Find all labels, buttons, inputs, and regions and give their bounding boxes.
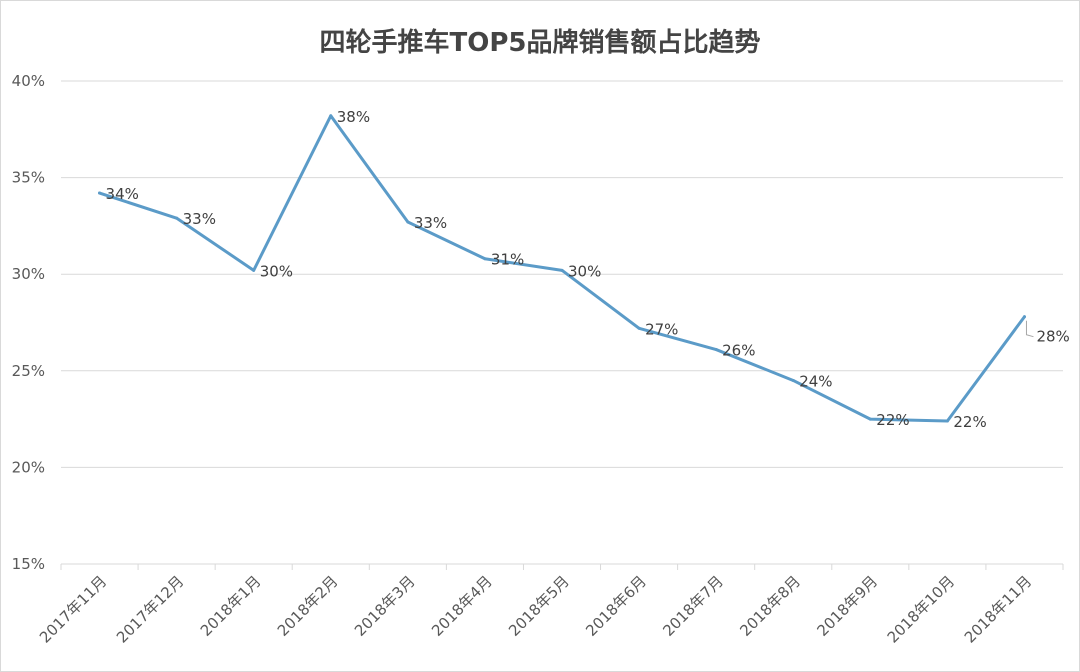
x-tick-label: 2018年8月: [736, 572, 804, 640]
data-label: 30%: [568, 262, 601, 280]
y-tick-label: 25%: [12, 362, 45, 380]
data-point: [1022, 315, 1026, 319]
label-leader-line: [1025, 320, 1034, 338]
data-point: [406, 220, 410, 224]
y-tick-label: 20%: [12, 458, 45, 476]
data-point: [175, 216, 179, 220]
x-axis: [60, 564, 1064, 570]
data-point: [791, 378, 795, 382]
series-line-group: [98, 114, 1026, 423]
x-tick-label: 2018年9月: [813, 572, 881, 640]
x-tick-label: 2018年3月: [351, 572, 419, 640]
data-label: 22%: [876, 411, 909, 429]
x-axis-tick-labels: 2017年11月 2017年12月 2018年1月 2018年2月 2018年3月 201…: [36, 572, 1035, 646]
data-point: [483, 257, 487, 261]
y-tick-label: 35%: [12, 169, 45, 187]
x-tick-label: 2018年4月: [428, 572, 496, 640]
x-tick-label: 2018年1月: [197, 572, 265, 640]
data-label: 28%: [1036, 328, 1069, 346]
y-tick-label: 30%: [12, 265, 45, 283]
y-axis-tick-labels: 15% 20% 25% 30% 35% 40%: [12, 72, 45, 573]
x-tick-label: 2018年7月: [659, 572, 727, 640]
data-point: [945, 419, 949, 423]
chart-title: 四轮手推车TOP5品牌销售额占比趋势: [320, 27, 761, 58]
data-label: 33%: [183, 210, 216, 228]
data-point: [868, 417, 872, 421]
data-label: 27%: [645, 320, 678, 338]
series-line: [98, 114, 1026, 423]
data-point: [637, 326, 641, 330]
grid-lines: [61, 80, 1063, 565]
x-tick-label: 2017年11月: [36, 572, 110, 646]
data-point: [98, 191, 102, 195]
data-label: 33%: [414, 214, 447, 232]
data-point: [252, 268, 256, 272]
x-tick-label: 2018年5月: [505, 572, 573, 640]
x-tick-label: 2018年2月: [274, 572, 342, 640]
data-label: 24%: [799, 372, 832, 390]
data-label: 30%: [260, 262, 293, 280]
data-label: 38%: [337, 108, 370, 126]
data-point: [329, 114, 333, 118]
x-tick-label: 2017年12月: [113, 572, 187, 646]
data-labels: 34% 33% 30% 38% 33% 31% 30% 27% 26% 24% 22% 22% 28%: [106, 108, 1070, 431]
y-tick-label: 40%: [12, 72, 45, 90]
data-label: 31%: [491, 251, 524, 269]
data-label: 26%: [722, 342, 755, 360]
data-label: 34%: [106, 185, 139, 203]
data-label: 22%: [953, 413, 986, 431]
y-tick-label: 15%: [12, 555, 45, 573]
x-tick-label: 2018年11月: [961, 572, 1035, 646]
x-tick-label: 2018年6月: [582, 572, 650, 640]
data-point: [560, 268, 564, 272]
x-tick-label: 2018年10月: [884, 572, 958, 646]
data-point: [714, 348, 718, 352]
